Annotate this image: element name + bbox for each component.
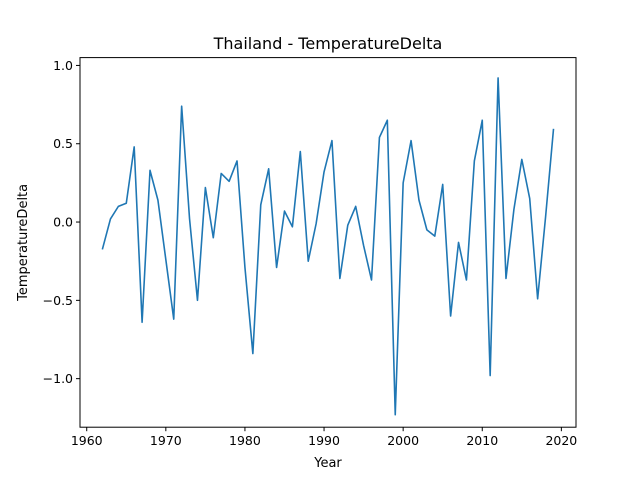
x-axis-label: Year	[313, 456, 342, 471]
x-tick-label: 1970	[150, 433, 182, 448]
series-layer	[101, 77, 555, 416]
y-tick-label: −1.0	[43, 371, 73, 386]
x-axis: 1960 1970 1980 1990 2000 2010 2020	[71, 427, 577, 448]
y-tick-label: 0.5	[53, 136, 73, 151]
x-tick-label: 1960	[71, 433, 103, 448]
y-tick-label: 1.0	[53, 58, 73, 73]
plot-frame	[79, 57, 577, 428]
x-tick-label: 1980	[229, 433, 261, 448]
chart-title: Thailand - TemperatureDelta	[213, 34, 443, 53]
x-tick-label: 2000	[387, 433, 419, 448]
y-axis-label: TemperatureDelta	[16, 184, 31, 302]
series-line	[101, 77, 555, 416]
y-axis: −1.0 −0.5 0.0 0.5 1.0	[43, 58, 80, 386]
y-tick-label: 0.0	[53, 215, 73, 230]
y-tick-label: −0.5	[43, 293, 73, 308]
x-tick-label: 1990	[308, 433, 340, 448]
x-tick-label: 2010	[466, 433, 498, 448]
plot-background	[80, 57, 576, 428]
x-tick-label: 2020	[545, 433, 577, 448]
